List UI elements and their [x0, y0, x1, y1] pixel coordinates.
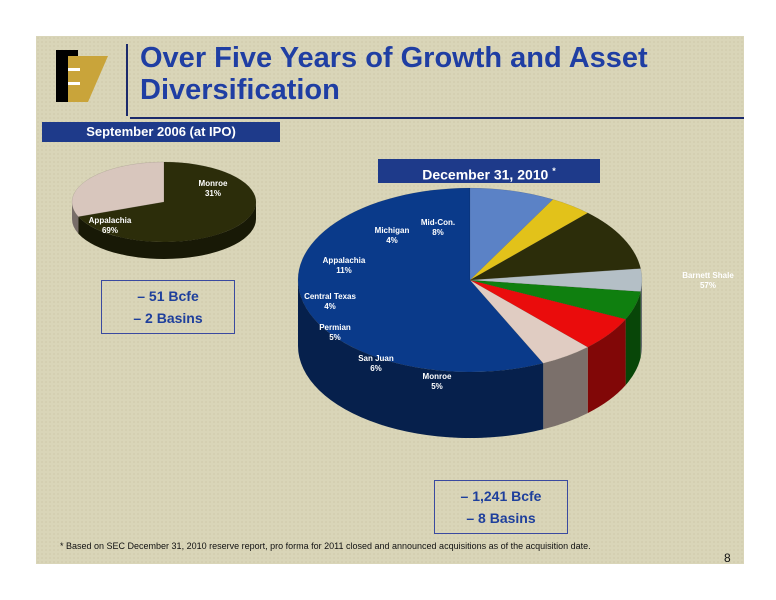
ipo-side-appalachia: [78, 202, 256, 259]
dec-side-san-juan: [587, 319, 626, 414]
dec-side-permian: [625, 291, 641, 386]
dec-label-mid-con: Mid-Con.: [421, 218, 455, 227]
ipo-slice-monroe: [71, 161, 165, 217]
dec-value-monroe: 5%: [431, 382, 443, 391]
dec-value-appalachia: 11%: [336, 266, 352, 275]
title-rule: [130, 117, 744, 119]
dec2010-title-text: December 31, 2010: [422, 166, 549, 183]
company-logo: [56, 50, 108, 102]
page-number: 8: [724, 551, 731, 565]
dec-label-permian: Permian: [319, 323, 351, 332]
dec-slice-monroe: [469, 279, 589, 364]
dec-value-mid-con: 8%: [432, 228, 444, 237]
dec-slice-michigan: [469, 199, 589, 281]
dec-label-barnett-shale: Barnett Shale: [682, 271, 734, 280]
dec-value-central-texas: 4%: [324, 302, 336, 311]
ipo-side-monroe: [72, 202, 79, 234]
dec-value-permian: 5%: [329, 333, 341, 342]
dec2010-bcfe: – 1,241 Bcfe: [460, 488, 542, 504]
dec-slice-san-juan: [469, 279, 627, 348]
title-divider: [126, 44, 128, 116]
dec-side-central-texas: [640, 280, 642, 358]
ipo-value-monroe: 31%: [205, 189, 221, 198]
dec-side-barnett-shale: [298, 280, 544, 439]
ipo-basins: – 2 Basins: [133, 310, 203, 326]
page-title: Over Five Years of Growth and Asset Dive…: [140, 42, 648, 106]
ipo-bcfe: – 51 Bcfe: [137, 288, 199, 304]
dec-value-san-juan: 6%: [370, 364, 382, 373]
footnote: * Based on SEC December 31, 2010 reserve…: [60, 541, 591, 551]
dec-slice-mid-con: [469, 187, 554, 281]
dec-label-michigan: Michigan: [375, 226, 410, 235]
dec-value-michigan: 4%: [386, 236, 398, 245]
ipo-chart-title: September 2006 (at IPO): [42, 122, 280, 142]
ipo-label-appalachia: Appalachia: [89, 216, 132, 225]
dec-side-monroe: [543, 347, 588, 430]
ipo-stats-box: – 51 Bcfe – 2 Basins: [101, 280, 235, 334]
ipo-label-monroe: Monroe: [199, 179, 228, 188]
dec-slice-appalachia: [469, 212, 641, 281]
dec-label-san-juan: San Juan: [358, 354, 394, 363]
dec2010-chart-title: December 31, 2010 *: [378, 159, 600, 183]
dec-slice-central-texas: [469, 268, 643, 292]
dec-value-barnett-shale: 57%: [700, 281, 716, 290]
title-footnote-marker: *: [552, 166, 556, 176]
dec-label-monroe: Monroe: [423, 372, 452, 381]
dec-label-appalachia: Appalachia: [323, 256, 366, 265]
dec-label-central-texas: Central Texas: [304, 292, 356, 301]
ipo-slice-appalachia: [77, 161, 257, 243]
dec2010-stats-box: – 1,241 Bcfe – 8 Basins: [434, 480, 568, 534]
ipo-value-appalachia: 69%: [102, 226, 118, 235]
dec-slice-barnett-shale: [297, 187, 544, 373]
dec-slice-permian: [469, 279, 641, 320]
dec2010-basins: – 8 Basins: [466, 510, 536, 526]
